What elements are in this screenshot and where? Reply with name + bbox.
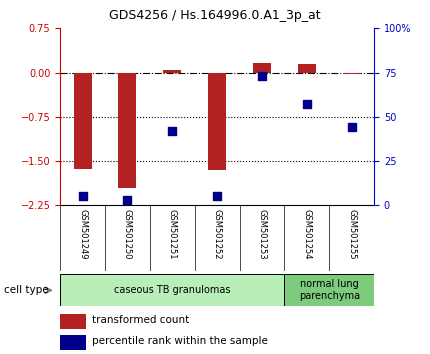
Bar <box>253 63 271 73</box>
Bar <box>208 73 226 170</box>
Text: normal lung
parenchyma: normal lung parenchyma <box>299 279 360 301</box>
Bar <box>163 70 181 73</box>
Bar <box>343 73 361 74</box>
Point <box>169 128 176 134</box>
Text: GSM501252: GSM501252 <box>213 209 221 259</box>
Text: GSM501254: GSM501254 <box>302 209 311 259</box>
Point <box>124 197 131 203</box>
Bar <box>284 274 374 306</box>
Bar <box>60 314 86 329</box>
Text: GSM501253: GSM501253 <box>258 209 267 259</box>
Text: caseous TB granulomas: caseous TB granulomas <box>114 285 230 295</box>
Point <box>79 194 86 199</box>
Bar <box>60 335 86 350</box>
Point <box>258 73 265 79</box>
Text: GSM501250: GSM501250 <box>123 209 132 259</box>
Text: transformed count: transformed count <box>92 315 190 325</box>
Text: GSM501249: GSM501249 <box>78 209 87 259</box>
Text: GSM501251: GSM501251 <box>168 209 177 259</box>
Text: GSM501255: GSM501255 <box>347 209 356 259</box>
Text: cell type: cell type <box>4 285 49 295</box>
Point <box>214 194 221 199</box>
Text: percentile rank within the sample: percentile rank within the sample <box>92 336 268 346</box>
Bar <box>60 274 284 306</box>
Text: GDS4256 / Hs.164996.0.A1_3p_at: GDS4256 / Hs.164996.0.A1_3p_at <box>109 9 321 22</box>
Point <box>348 125 355 130</box>
Bar <box>119 73 136 188</box>
Bar <box>74 73 92 169</box>
Bar <box>298 64 316 73</box>
Point <box>304 102 310 107</box>
